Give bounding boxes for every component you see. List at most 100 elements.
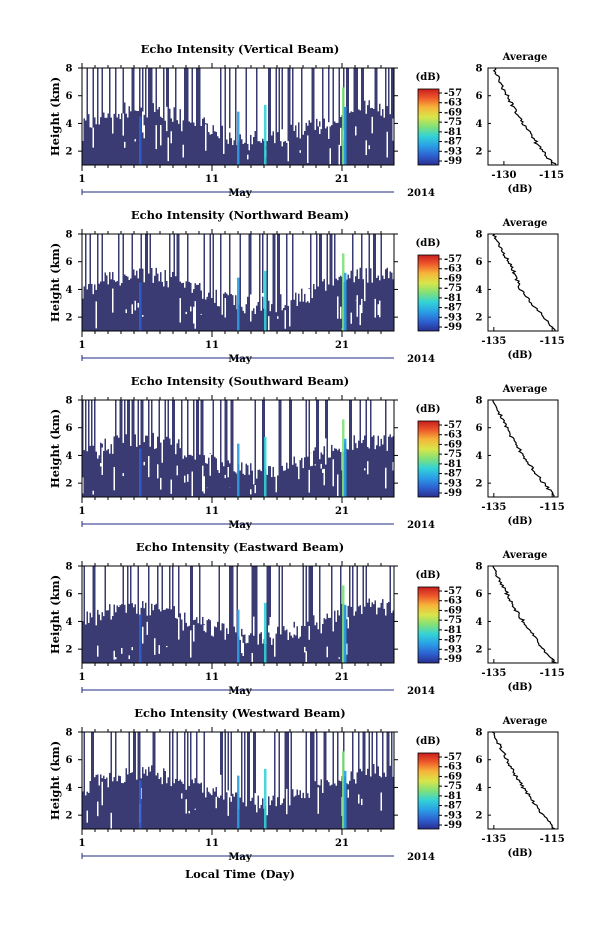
data-gap xyxy=(361,566,363,615)
average-y-tick-label: 4 xyxy=(476,285,483,296)
data-gap xyxy=(119,566,121,606)
data-gap xyxy=(160,68,162,117)
data-gap xyxy=(326,566,328,614)
data-gap xyxy=(334,732,336,784)
data-gap xyxy=(313,234,315,285)
data-gap xyxy=(175,566,177,618)
data-gap xyxy=(229,732,231,798)
average-x-tick-label: -130 xyxy=(491,170,516,181)
data-gap xyxy=(251,400,253,471)
data-gap xyxy=(175,234,177,277)
data-gap xyxy=(389,68,391,115)
data-gap xyxy=(179,68,181,110)
data-gap xyxy=(190,68,192,123)
data-gap xyxy=(230,796,232,802)
data-gap xyxy=(248,68,250,147)
data-gap xyxy=(122,732,124,784)
data-gap xyxy=(122,113,124,136)
data-gap xyxy=(307,566,309,622)
data-gap xyxy=(359,68,361,111)
data-gap xyxy=(229,400,231,464)
data-gap xyxy=(332,234,334,286)
data-gap xyxy=(347,732,349,785)
colorbar xyxy=(417,586,440,664)
data-gap xyxy=(157,400,159,437)
data-gap xyxy=(211,234,213,289)
data-gap xyxy=(95,68,97,125)
data-gap xyxy=(359,732,361,769)
rain-event-column xyxy=(344,106,347,165)
colorbar-tick-label: -99 xyxy=(444,654,462,665)
data-gap xyxy=(253,460,255,485)
data-gap xyxy=(338,144,340,165)
data-gap xyxy=(355,234,357,277)
data-gap xyxy=(158,234,160,282)
data-gap xyxy=(206,234,208,292)
data-gap xyxy=(301,234,303,289)
data-gap xyxy=(206,68,208,124)
year-label: 2014 xyxy=(407,686,435,697)
average-y-tick-label: 2 xyxy=(476,811,483,822)
rain-event-column xyxy=(139,282,142,331)
data-gap xyxy=(86,234,88,290)
data-gap xyxy=(98,732,100,786)
data-gap xyxy=(338,400,340,449)
data-gap xyxy=(371,116,373,134)
data-gap xyxy=(100,566,102,621)
data-gap xyxy=(205,566,207,633)
data-gap xyxy=(349,68,351,113)
data-gap xyxy=(236,234,238,310)
data-gap xyxy=(188,68,190,122)
data-gap xyxy=(364,400,366,436)
average-frame xyxy=(487,67,559,166)
data-gap xyxy=(226,732,228,793)
data-gap xyxy=(109,566,111,605)
data-gap xyxy=(386,566,388,604)
data-gap xyxy=(385,234,387,270)
data-gap xyxy=(86,732,88,792)
data-gap xyxy=(224,474,226,479)
data-gap xyxy=(179,400,181,449)
data-gap xyxy=(293,68,295,131)
data-gap xyxy=(115,657,117,660)
data-gap xyxy=(185,799,187,814)
panel-title: Echo Intensity (Eastward Beam) xyxy=(136,540,344,554)
data-gap xyxy=(233,732,235,797)
data-gap xyxy=(122,400,124,443)
data-gap xyxy=(338,234,340,277)
data-gap xyxy=(376,234,378,278)
data-gap xyxy=(262,566,264,644)
data-gap xyxy=(143,732,145,774)
data-gap xyxy=(233,234,235,306)
data-gap xyxy=(91,234,93,284)
data-gap xyxy=(208,400,210,458)
data-gap xyxy=(179,234,181,282)
data-gap xyxy=(166,566,168,609)
data-gap xyxy=(346,400,348,449)
data-gap xyxy=(329,566,331,618)
data-gap xyxy=(143,68,145,115)
data-gap xyxy=(91,566,93,618)
data-gap xyxy=(143,566,145,609)
data-gap xyxy=(130,732,132,773)
data-gap xyxy=(199,400,201,455)
data-gap xyxy=(179,566,181,614)
heatmap-field xyxy=(82,400,394,497)
data-gap xyxy=(92,127,94,148)
average-x-tick-label: -115 xyxy=(540,502,565,513)
data-gap xyxy=(121,732,123,783)
data-gap xyxy=(211,608,213,632)
data-gap xyxy=(182,68,184,121)
data-gap xyxy=(223,234,225,294)
data-gap xyxy=(340,234,342,276)
data-gap xyxy=(88,68,90,115)
data-gap xyxy=(359,304,361,326)
data-gap xyxy=(215,234,217,290)
data-gap xyxy=(335,234,337,279)
y-tick-label: 6 xyxy=(66,589,73,600)
data-gap xyxy=(325,68,327,129)
rain-event-column xyxy=(342,419,345,497)
x-tick-label: 11 xyxy=(205,506,219,517)
data-gap xyxy=(266,68,268,141)
data-gap xyxy=(280,732,282,805)
